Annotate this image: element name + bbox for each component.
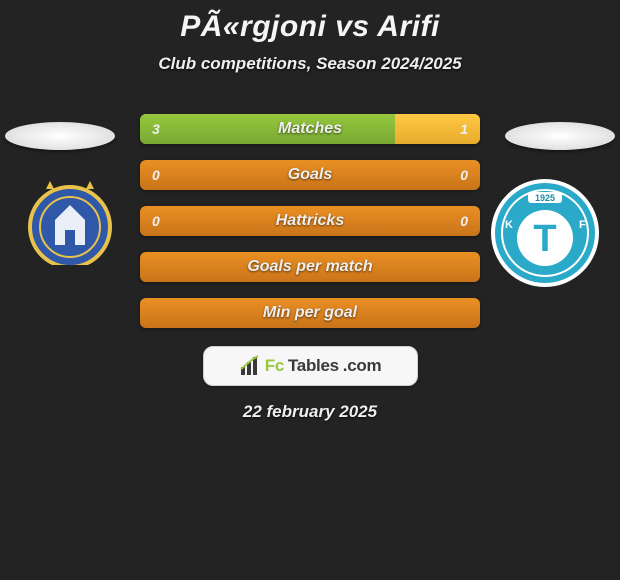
- stat-row: Matches3 1: [140, 114, 480, 144]
- stat-value-left: 0: [152, 167, 160, 183]
- comparison-bars: Matches31Goals00Hattricks00Goals per mat…: [0, 114, 620, 328]
- stat-row: Hattricks0 0: [140, 206, 480, 236]
- date-line: 22 february 2025: [0, 402, 620, 422]
- stat-label: Hattricks: [140, 212, 480, 230]
- stat-label: Goals: [140, 166, 480, 184]
- chart-icon: [239, 355, 261, 377]
- fctables-logo[interactable]: FcTables.com: [203, 346, 418, 386]
- stat-value-right: 0: [460, 167, 468, 183]
- stat-row: Goals0 0: [140, 160, 480, 190]
- logo-fc: Fc: [265, 356, 284, 376]
- logo-dotcom: .com: [343, 356, 381, 376]
- stat-value-left: 3: [152, 121, 160, 137]
- stat-value-left: 0: [152, 213, 160, 229]
- stat-label: Goals per match: [140, 258, 480, 276]
- stat-label: Min per goal: [140, 304, 480, 322]
- stat-row: Goals per match: [140, 252, 480, 282]
- subtitle: Club competitions, Season 2024/2025: [0, 54, 620, 74]
- stat-row: Min per goal: [140, 298, 480, 328]
- stat-label: Matches: [140, 120, 480, 138]
- widget-root: PÃ«rgjoni vs Arifi Club competitions, Se…: [0, 0, 620, 580]
- logo-tables: Tables: [288, 356, 339, 376]
- stat-value-right: 1: [460, 121, 468, 137]
- stat-value-right: 0: [460, 213, 468, 229]
- page-title: PÃ«rgjoni vs Arifi: [0, 0, 620, 44]
